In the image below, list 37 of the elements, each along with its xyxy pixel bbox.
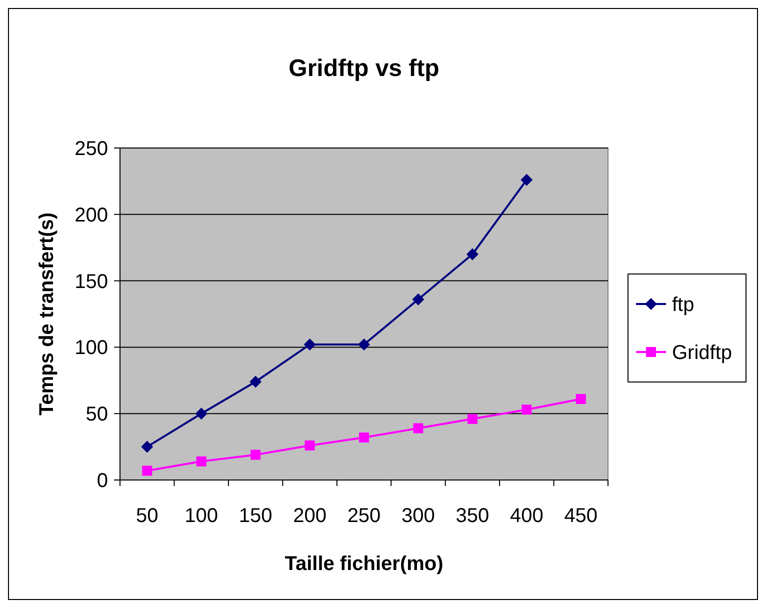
- point: [195, 408, 208, 420]
- x-tick-label: 250: [347, 505, 381, 527]
- y-axis-title: Temps de transfert(s): [36, 212, 58, 416]
- point: [412, 293, 424, 306]
- x-axis-title: Taille fichier(mo): [284, 553, 444, 575]
- point: [304, 338, 316, 351]
- point: [466, 248, 478, 260]
- point: [142, 466, 152, 476]
- x-tick-label: 400: [510, 505, 544, 527]
- point: [359, 432, 369, 443]
- y-tick-label: 250: [74, 138, 108, 160]
- y-tick-label: 50: [86, 404, 108, 426]
- x-tick-label: 450: [564, 505, 598, 527]
- point: [520, 174, 533, 186]
- point: [141, 440, 154, 453]
- y-tick-label: 150: [74, 270, 108, 293]
- point: [358, 338, 370, 351]
- x-tick-label: 300: [402, 505, 435, 527]
- point: [413, 423, 424, 434]
- y-tick-label: 100: [74, 337, 108, 360]
- x-tick-label: 350: [456, 505, 490, 527]
- legend-label: ftp: [672, 294, 694, 316]
- y-tick-label: 200: [74, 204, 108, 226]
- legend-label: Gridftp: [672, 342, 732, 364]
- point: [576, 394, 586, 404]
- point: [304, 440, 315, 450]
- x-tick-label: 150: [238, 505, 272, 527]
- point: [196, 456, 206, 466]
- point: [467, 414, 478, 424]
- point: [522, 404, 532, 415]
- x-tick-label: 50: [136, 505, 158, 527]
- x-tick-label: 200: [293, 505, 326, 527]
- point: [250, 376, 262, 388]
- y-tick-label: 0: [96, 470, 108, 492]
- x-tick-label: 100: [184, 505, 218, 527]
- point: [250, 450, 261, 460]
- chart-title: Gridftp vs ftp: [288, 55, 440, 82]
